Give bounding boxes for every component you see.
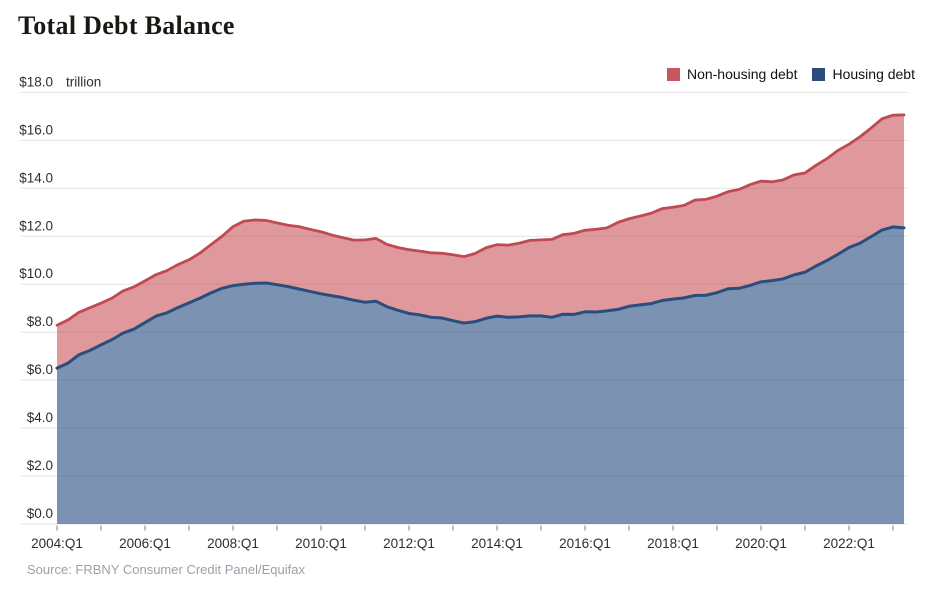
housing-debt-swatch-icon [812,67,826,81]
y-tick-label: $14.0 [19,170,53,185]
legend-item-housing-debt: Housing debt [812,66,915,82]
y-tick-label: $18.0 [19,74,53,89]
housing-debt-area [57,226,904,524]
chart-title: Total Debt Balance [18,11,235,40]
source-attribution: Source: FRBNY Consumer Credit Panel/Equi… [27,562,305,577]
chart-legend: Non-housing debt Housing debt [666,66,915,82]
y-tick-label: $10.0 [19,266,53,281]
housing-debt-line [55,225,906,370]
x-tick-label: 2016:Q1 [559,536,611,551]
total-debt-stacked-area-chart: $0.0 $2.0 $4.0 $6.0 $8.0 $10.0 $12.0 $14.0 $16.0… [19,74,908,551]
y-tick-label: $8.0 [27,314,53,329]
y-tick-label: $0.0 [27,506,53,521]
y-axis-unit-label: trillion [66,74,101,89]
x-tick-label: 2022:Q1 [823,536,875,551]
legend-item-non-housing-debt: Non-housing debt [666,66,798,82]
area-series [55,113,906,524]
x-tick-label: 2010:Q1 [295,536,347,551]
non-housing-debt-line [55,113,906,327]
x-tick-label: 2004:Q1 [31,536,83,551]
y-tick-label: $12.0 [19,218,53,233]
x-tick-label: 2014:Q1 [471,536,523,551]
x-axis-ticks [56,525,894,531]
x-tick-label: 2008:Q1 [207,536,259,551]
non-housing-debt-area [57,114,904,369]
x-tick-label: 2006:Q1 [119,536,171,551]
y-tick-label: $6.0 [27,362,53,377]
x-axis-labels: 2004:Q1 2006:Q1 2008:Q1 2010:Q1 2012:Q1 2014:… [31,536,875,551]
x-tick-label: 2012:Q1 [383,536,435,551]
x-tick-label: 2018:Q1 [647,536,699,551]
y-axis-labels: $0.0 $2.0 $4.0 $6.0 $8.0 $10.0 $12.0 $14.0 $16.0… [19,74,101,521]
legend-label-housing-debt: Housing debt [832,66,915,82]
non-housing-debt-swatch-icon [666,67,680,81]
y-tick-label: $16.0 [19,122,53,137]
y-tick-label: $4.0 [27,410,53,425]
legend-label-non-housing-debt: Non-housing debt [686,66,798,82]
x-tick-label: 2020:Q1 [735,536,787,551]
y-tick-label: $2.0 [27,458,53,473]
